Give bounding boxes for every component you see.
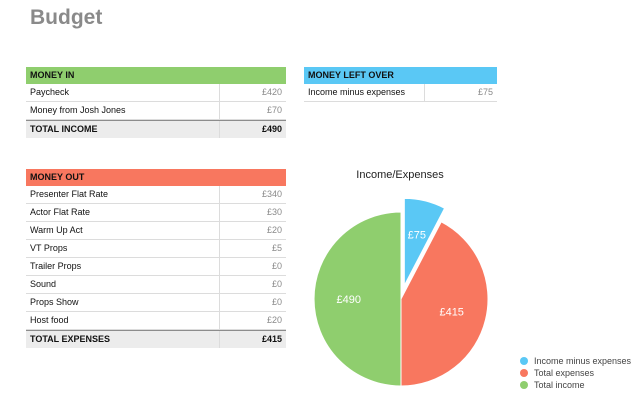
row-label: Income minus expenses: [304, 84, 424, 101]
table-row[interactable]: Presenter Flat Rate £340: [26, 186, 286, 204]
legend-label: Total income: [534, 380, 585, 390]
row-value[interactable]: £70: [219, 102, 286, 119]
row-label: Trailer Props: [26, 258, 219, 275]
total-expenses-row: TOTAL EXPENSES £415: [26, 330, 286, 348]
chart-title: Income/Expenses: [356, 169, 444, 181]
row-value[interactable]: £0: [219, 276, 286, 293]
row-value[interactable]: £0: [219, 258, 286, 275]
table-row[interactable]: Actor Flat Rate £30: [26, 204, 286, 222]
table-row[interactable]: VT Props £5: [26, 240, 286, 258]
legend-item: Total expenses: [520, 367, 631, 379]
legend-label: Total expenses: [534, 368, 595, 378]
total-expenses-label: TOTAL EXPENSES: [26, 331, 219, 348]
table-row[interactable]: Money from Josh Jones £70: [26, 102, 286, 120]
row-value[interactable]: £420: [219, 84, 286, 101]
table-row[interactable]: Income minus expenses £75: [304, 84, 497, 102]
table-row[interactable]: Trailer Props £0: [26, 258, 286, 276]
legend-item: Total income: [520, 379, 631, 391]
pie-data-label: £490: [337, 294, 361, 306]
legend-swatch: [520, 381, 528, 389]
table-row[interactable]: Paycheck £420: [26, 84, 286, 102]
money-out-header: MONEY OUT: [26, 169, 286, 186]
table-row[interactable]: Warm Up Act £20: [26, 222, 286, 240]
page-title: Budget: [30, 6, 103, 29]
row-value[interactable]: £5: [219, 240, 286, 257]
pie-slice-total-expenses: [400, 221, 489, 387]
money-in-table: MONEY IN Paycheck £420 Money from Josh J…: [26, 67, 286, 138]
pie-data-label: £415: [439, 306, 463, 318]
row-label: Money from Josh Jones: [26, 102, 219, 119]
money-out-table: MONEY OUT Presenter Flat Rate £340 Actor…: [26, 169, 286, 348]
money-left-table: MONEY LEFT OVER Income minus expenses £7…: [304, 67, 497, 102]
total-income-label: TOTAL INCOME: [26, 121, 219, 138]
row-value[interactable]: £0: [219, 294, 286, 311]
row-value[interactable]: £30: [219, 204, 286, 221]
legend-swatch: [520, 357, 528, 365]
row-label: Sound: [26, 276, 219, 293]
pie-slice-total-income: [313, 211, 402, 387]
row-label: Warm Up Act: [26, 222, 219, 239]
total-expenses-value: £415: [219, 331, 286, 348]
table-row[interactable]: Host food £20: [26, 312, 286, 330]
row-value[interactable]: £340: [219, 186, 286, 203]
pie-slice-income-minus-expenses: [403, 197, 446, 286]
money-left-header: MONEY LEFT OVER: [304, 67, 497, 84]
row-label: Host food: [26, 312, 219, 329]
row-value[interactable]: £20: [219, 312, 286, 329]
chart-legend: Income minus expenses Total expenses Tot…: [520, 355, 631, 391]
legend-label: Income minus expenses: [534, 356, 632, 366]
legend-swatch: [520, 369, 528, 377]
table-row[interactable]: Sound £0: [26, 276, 286, 294]
total-income-row: TOTAL INCOME £490: [26, 120, 286, 138]
row-label: Props Show: [26, 294, 219, 311]
row-value[interactable]: £75: [424, 84, 497, 101]
total-income-value: £490: [219, 121, 286, 138]
legend-item: Income minus expenses: [520, 355, 631, 367]
money-in-header: MONEY IN: [26, 67, 286, 84]
row-label: Presenter Flat Rate: [26, 186, 219, 203]
row-label: VT Props: [26, 240, 219, 257]
row-label: Actor Flat Rate: [26, 204, 219, 221]
pie-data-label: £75: [408, 230, 426, 242]
row-value[interactable]: £20: [219, 222, 286, 239]
table-row[interactable]: Props Show £0: [26, 294, 286, 312]
row-label: Paycheck: [26, 84, 219, 101]
